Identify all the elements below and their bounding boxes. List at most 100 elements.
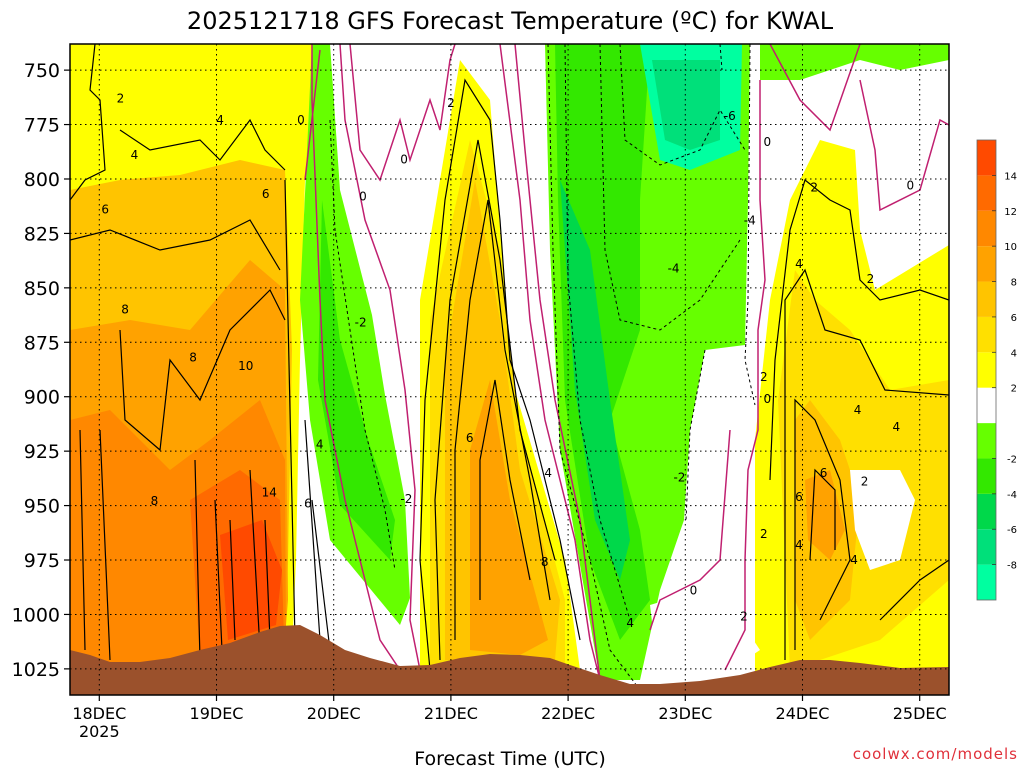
x-tick-label: 22DEC bbox=[541, 704, 595, 723]
colorbar-swatch bbox=[977, 210, 996, 247]
colorbar-swatch bbox=[977, 387, 996, 424]
contour-day1-12 bbox=[229, 179, 331, 651]
cold-region-day5-top bbox=[760, 44, 949, 80]
credit-link[interactable]: coolwx.com/models bbox=[853, 745, 1018, 763]
contour-day1-4 bbox=[119, 118, 286, 171]
contour-label: 2 bbox=[740, 610, 748, 624]
y-axis: 750 775 800 825 850 875 900 925 950 975 1000 1025 bbox=[12, 60, 70, 681]
contour-label: 0 bbox=[297, 113, 305, 127]
contour-label: 4 bbox=[216, 113, 224, 127]
x-axis-title: Forecast Time (UTC) bbox=[414, 748, 605, 768]
colorbar-swatch bbox=[977, 316, 996, 353]
contour-day3-0 bbox=[499, 44, 601, 681]
colorbar-label: 12 bbox=[1004, 207, 1017, 218]
contour-label: 4 bbox=[544, 466, 552, 480]
colorbar-swatch bbox=[977, 493, 996, 530]
colorbar-label: -6 bbox=[1007, 525, 1017, 536]
contour-day1-2 bbox=[70, 44, 106, 201]
gridlines bbox=[70, 44, 949, 695]
colorbar-label: 8 bbox=[1011, 278, 1017, 289]
colorbar-swatch bbox=[977, 140, 996, 176]
contour-label: 2 bbox=[861, 475, 869, 489]
contour-label: 6 bbox=[820, 466, 828, 480]
contour-label: 8 bbox=[151, 494, 159, 508]
y-tick-label: 900 bbox=[24, 387, 60, 409]
colorbar-label: -2 bbox=[1007, 454, 1017, 465]
contour-label: -4 bbox=[744, 213, 756, 227]
colorbar-swatch bbox=[977, 352, 996, 388]
contour-label: 2 bbox=[447, 96, 455, 110]
colorbar-swatch bbox=[977, 423, 996, 459]
contour-label: 8 bbox=[189, 351, 197, 365]
contour-label: 0 bbox=[359, 189, 367, 203]
contour-labels: 2 4 4 0 6 6 8 8 10 14 8 6 4 0 0 -2 -2 2 6 4 8 -6 -4 -4 0 2 0 4 2 2 0 -2… bbox=[101, 91, 914, 630]
contour-day2-minus2 bbox=[329, 119, 396, 571]
contour-day1-6 bbox=[70, 219, 281, 271]
contour-label: -2 bbox=[673, 470, 685, 484]
colorbar-label: 14 bbox=[1004, 171, 1017, 182]
colorbar-label: 2 bbox=[1011, 384, 1017, 395]
contour-label: -6 bbox=[724, 109, 736, 123]
white-hole-day6 bbox=[850, 470, 915, 570]
contour-day6-6 bbox=[794, 398, 851, 650]
colorbar-label: 4 bbox=[1011, 348, 1017, 359]
contour-label: 8 bbox=[121, 303, 129, 317]
contour-label: 0 bbox=[764, 392, 772, 406]
contour-day6-2 bbox=[769, 178, 949, 481]
colorbar-swatch bbox=[977, 281, 996, 317]
y-tick-label: 775 bbox=[24, 115, 60, 137]
contour-day2-0-right bbox=[339, 44, 421, 671]
contour-label: 2 bbox=[117, 91, 125, 105]
terrain bbox=[70, 625, 949, 695]
contour-label: 4 bbox=[131, 148, 139, 162]
contour-label: -4 bbox=[668, 261, 680, 275]
contour-label: 6 bbox=[262, 187, 270, 201]
contour-day5-minus2 bbox=[685, 44, 756, 521]
contour-day4-minus2 bbox=[547, 44, 641, 691]
x-tick-label: 23DEC bbox=[658, 704, 712, 723]
colorbar-swatch bbox=[977, 458, 996, 494]
contour-label: 0 bbox=[907, 179, 915, 193]
contour-label: 6 bbox=[304, 496, 312, 510]
contour-label: 4 bbox=[795, 257, 803, 271]
plot-frame bbox=[69, 43, 950, 696]
contour-day6-8 bbox=[809, 468, 836, 561]
contour-label: 14 bbox=[262, 486, 277, 500]
colorbar: -8 -6 -4 -2 2 4 6 8 10 12 14 bbox=[976, 139, 1017, 601]
cold-region-day2-inner bbox=[318, 200, 395, 560]
contour-label: 0 bbox=[764, 135, 772, 149]
cold-region-day4-mid bbox=[555, 44, 650, 640]
fill-8to10-day3 bbox=[470, 380, 548, 655]
cold-region-day4-top-mid bbox=[652, 60, 720, 150]
contour-day5-0 bbox=[649, 80, 766, 671]
colorbar-swatch bbox=[977, 564, 996, 600]
contour-label: 2 bbox=[760, 527, 768, 541]
contour-day3-6 bbox=[454, 199, 551, 640]
x-year-label: 2025 bbox=[79, 722, 120, 741]
contour-label: 6 bbox=[795, 490, 803, 504]
contour-day4-minus6 bbox=[619, 44, 746, 166]
y-tick-label: 1025 bbox=[12, 659, 60, 681]
y-tick-label: 850 bbox=[24, 278, 60, 300]
contour-label: 4 bbox=[626, 616, 634, 630]
colorbar-swatch bbox=[977, 175, 996, 211]
x-tick-label: 18DEC bbox=[72, 704, 126, 723]
contour-label: 4 bbox=[795, 538, 803, 552]
contour-label: 6 bbox=[101, 202, 109, 216]
y-tick-label: 925 bbox=[24, 441, 60, 463]
colorbar-label: -4 bbox=[1007, 490, 1017, 501]
x-tick-label: 24DEC bbox=[776, 704, 830, 723]
contour-label: 2 bbox=[867, 272, 875, 286]
x-tick-label: 21DEC bbox=[424, 704, 478, 723]
y-tick-label: 950 bbox=[24, 496, 60, 518]
y-tick-label: 975 bbox=[24, 550, 60, 572]
contour-label: 8 bbox=[541, 555, 549, 569]
contour-label: 4 bbox=[854, 403, 862, 417]
contour-label: 4 bbox=[850, 553, 858, 567]
contour-day1-8 bbox=[119, 288, 286, 452]
x-tick-label: 25DEC bbox=[893, 704, 947, 723]
contour-day4-minus4 bbox=[564, 44, 741, 621]
x-tick-label: 19DEC bbox=[190, 704, 244, 723]
contour-label: 2 bbox=[760, 370, 768, 384]
